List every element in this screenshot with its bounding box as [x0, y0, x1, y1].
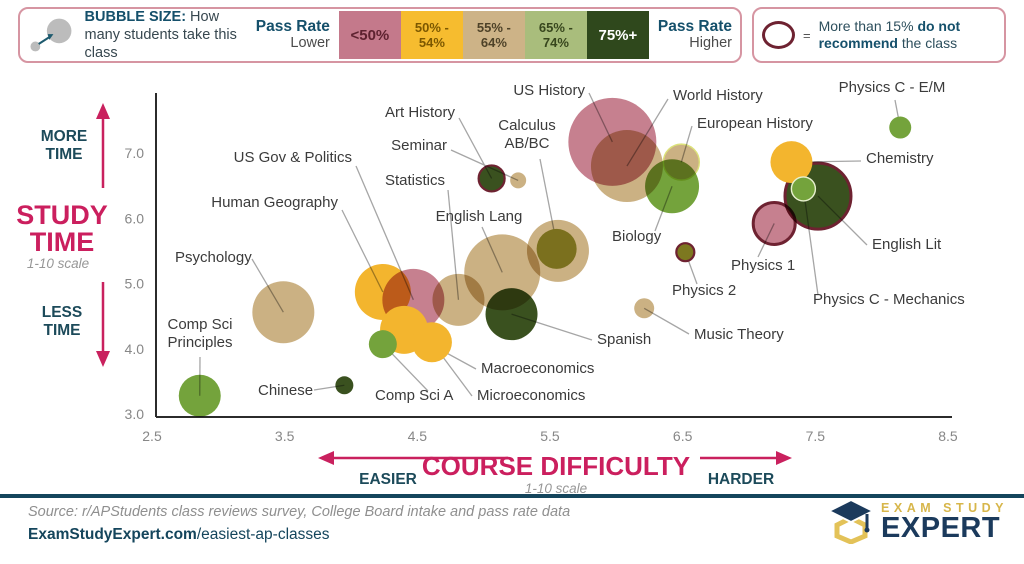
bubble-spanish — [485, 288, 538, 341]
label-art-history: Art History — [385, 104, 456, 121]
leader-seminar — [450, 149, 519, 181]
x-axis-title: COURSE DIFFICULTY — [422, 451, 690, 481]
bubble-physics-c-e-m — [889, 116, 912, 139]
label-comp-sci-principles: Comp Sci Principles — [167, 316, 232, 351]
x-tick-label: 2.5 — [142, 428, 162, 444]
bubble-statistics — [432, 273, 485, 326]
x-tick-label: 7.5 — [806, 428, 826, 444]
label-us-gov-politics: US Gov & Politics — [234, 149, 352, 166]
pass-rate-swatch: <50% — [338, 11, 401, 59]
bubble-labels: English Lang Statistics Human Geography US … — [167, 79, 964, 404]
easier-arrow — [318, 451, 508, 465]
bubbles — [178, 97, 912, 417]
harder-label: HARDER — [708, 471, 774, 488]
bubble-european-history — [662, 143, 701, 181]
x-axis-subtitle: 1-10 scale — [525, 481, 587, 496]
y-tick-label: 7.0 — [125, 145, 145, 161]
more-time-line1: MORE — [41, 128, 88, 145]
label-world-history: World History — [673, 87, 763, 104]
bubble-psychology — [252, 281, 315, 344]
equals-sign: = — [803, 27, 811, 43]
logo-line1: EXAM STUDY — [881, 501, 1008, 515]
x-tick-label: 8.5 — [938, 428, 958, 444]
less-time-line2: TIME — [43, 322, 80, 339]
y-tick-label: 3.0 — [125, 406, 145, 422]
legend-box-right: = More than 15% do not recommend the cla… — [752, 7, 1006, 63]
bubble-seminar — [510, 172, 527, 189]
logo-line2: EXPERT — [881, 512, 1001, 544]
label-european-history: European History — [697, 115, 813, 132]
label-biology: Biology — [612, 228, 662, 245]
label-chinese: Chinese — [258, 382, 313, 399]
not-recommend-circle-icon — [762, 21, 795, 49]
bubble-us-history — [568, 97, 657, 186]
bubble-physics-c-mechanics — [790, 176, 817, 202]
label-macroeconomics: Macroeconomics — [481, 360, 594, 377]
y-tick-label: 5.0 — [125, 276, 145, 292]
label-physics-1: Physics 1 — [731, 257, 795, 274]
x-tick-label: 3.5 — [275, 428, 295, 444]
label-psychology: Psychology — [175, 249, 252, 266]
bubble-physics-1 — [751, 200, 797, 246]
x-tick-label: 4.5 — [408, 428, 428, 444]
bubble-size-icon — [30, 18, 72, 52]
graduation-cap-icon — [828, 498, 875, 544]
pass-rate-swatch: 75%+ — [586, 11, 649, 59]
pass-rate-lower: Pass Rate Lower — [255, 18, 330, 51]
easier-label: EASIER — [359, 471, 417, 488]
y-axis-subtitle: 1-10 scale — [27, 256, 89, 271]
bubble-chemistry — [770, 141, 813, 184]
label-physics-c-e-m: Physics C - E/M — [839, 79, 946, 96]
label-english-lit: English Lit — [872, 236, 942, 253]
bubble-comp-sci-principles — [178, 374, 221, 417]
label-human-geography: Human Geography — [211, 194, 338, 211]
label-calculus-ab: Calculus AB/BC — [498, 117, 556, 152]
y-tick-label: 6.0 — [125, 210, 145, 226]
label-physics-2: Physics 2 — [672, 282, 736, 299]
bubble-size-bold: BUBBLE SIZE: — [84, 9, 187, 25]
pass-rate-swatch: 55% -64% — [462, 11, 525, 59]
bubble-music-theory — [634, 298, 655, 319]
bubble-chinese — [335, 376, 354, 395]
label-us-history: US History — [513, 82, 585, 99]
site-link[interactable]: ExamStudyExpert.com/easiest-ap-classes — [28, 526, 330, 543]
legend-box-left: BUBBLE SIZE: How many students take this… — [18, 7, 742, 63]
bubble-size-text: BUBBLE SIZE: How many students take this… — [85, 8, 247, 62]
x-tick-label: 6.5 — [673, 428, 693, 444]
label-spanish: Spanish — [597, 331, 651, 348]
pass-rate-higher: Pass Rate Higher — [657, 18, 732, 51]
pass-rate-swatch: 65% -74% — [524, 11, 587, 59]
bubble-microeconomics — [411, 322, 452, 363]
pass-rate-swatch: 50% -54% — [400, 11, 463, 59]
y-tick-label: 4.0 — [125, 341, 145, 357]
bubble-art-history — [477, 164, 506, 193]
label-physics-c-mechanics: Physics C - Mechanics — [813, 291, 965, 308]
label-statistics: Statistics — [385, 172, 445, 189]
not-recommend-text: More than 15% do not recommend the class — [818, 18, 961, 51]
label-seminar: Seminar — [391, 137, 447, 154]
y-axis-title-line1: STUDY — [16, 200, 108, 230]
bubble-size-rest: How many students take this class — [84, 9, 237, 61]
label-english-lang: English Lang — [436, 208, 523, 225]
bubble-calculus-bc — [536, 228, 577, 269]
less-time-arrow — [96, 282, 110, 367]
y-axis-title-line2: TIME — [30, 227, 95, 257]
less-time-line1: LESS — [42, 304, 82, 321]
footer-divider — [0, 494, 1024, 498]
x-tick-label: 5.5 — [540, 428, 560, 444]
harder-arrow — [700, 451, 792, 465]
more-time-arrow — [96, 103, 110, 188]
label-comp-sci-a: Comp Sci A — [375, 387, 453, 404]
more-time-line2: TIME — [45, 146, 82, 163]
label-chemistry: Chemistry — [866, 150, 934, 167]
bubble-physics-2 — [675, 242, 696, 263]
axis-ticks: 2.5 3.5 4.5 5.5 6.5 7.5 8.5 7.0 6.0 5.0 4.0 3.0 — [125, 145, 958, 444]
exam-study-expert-logo: EXAM STUDY EXPERT — [828, 498, 1008, 544]
source-text: Source: r/APStudents class reviews surve… — [28, 504, 571, 520]
label-microeconomics: Microeconomics — [477, 387, 585, 404]
label-music-theory: Music Theory — [694, 326, 784, 343]
bubble-comp-sci-a — [368, 330, 397, 359]
pass-rate-scale: <50% 50% -54% 55% -64% 65% -74% 75%+ — [338, 11, 649, 59]
